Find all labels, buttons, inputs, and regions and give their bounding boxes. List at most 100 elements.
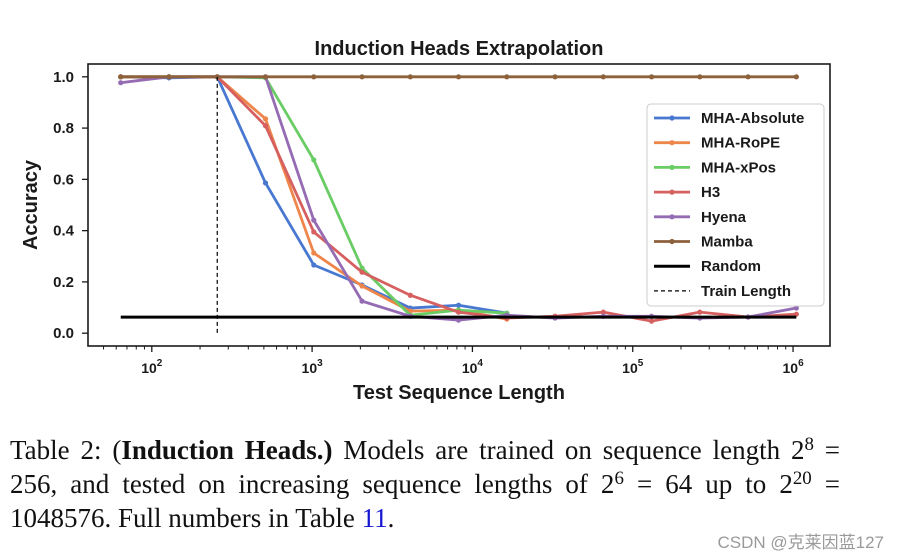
caption-text: Models are trained on sequence length 2: [343, 435, 805, 465]
data-point-mamba: [407, 74, 413, 80]
x-tick-exponent: 6: [798, 358, 804, 369]
data-point-mha-rope: [262, 116, 269, 122]
caption-term-close: .): [316, 435, 333, 465]
legend-label: Train Length: [701, 283, 791, 300]
data-point-mamba: [504, 74, 510, 80]
x-tick-base: 10: [622, 360, 638, 376]
caption-exponent: 6: [614, 467, 624, 489]
data-point-h3: [600, 309, 606, 315]
legend-entry: MHA-RoPE: [654, 135, 780, 152]
data-point-h3: [262, 123, 269, 129]
x-tick-label: 102: [141, 358, 163, 376]
legend-marker: [669, 164, 675, 170]
caption-equals: =: [824, 469, 841, 499]
data-point-hyena: [793, 305, 799, 311]
series-layer: [118, 74, 799, 324]
legend-box: [646, 103, 825, 307]
data-point-mha-absolute: [262, 180, 269, 186]
legend-label: Random: [701, 258, 761, 275]
legend-entry: MHA-Absolute: [654, 110, 804, 127]
y-tick-label: 0.6: [53, 171, 74, 188]
x-axis: 102 103 104 105 106: [103, 346, 804, 376]
data-point-h3: [793, 311, 799, 317]
series-line-mha-xpos: [119, 75, 509, 317]
data-point-mha-rope: [359, 283, 365, 289]
induction-heads-chart: Induction Heads Extrapolation 0.00.20.40…: [20, 38, 831, 404]
data-point-mamba: [552, 74, 558, 80]
x-tick-base: 10: [141, 360, 157, 376]
caption-term: Induction Heads: [121, 435, 317, 465]
legend-entry: MHA-xPos: [654, 159, 776, 176]
caption-text: 1048576. Full numbers in Table: [10, 503, 355, 533]
caption-label: Table 2:: [10, 435, 102, 465]
data-point-mamba: [745, 74, 751, 80]
plot-frame: [87, 63, 831, 347]
y-tick-label: 0.8: [53, 120, 74, 137]
caption-period: .: [387, 503, 395, 533]
caption-equals: =: [824, 435, 841, 465]
legend-entry: Train Length: [654, 283, 791, 300]
caption-line-2: 256, and tested on increasing sequence l…: [10, 467, 840, 501]
x-tick-exponent: 4: [477, 358, 483, 369]
x-tick-label: 106: [782, 358, 804, 376]
data-point-mamba: [648, 74, 655, 80]
caption-exponent: 8: [804, 433, 814, 455]
data-point-mamba: [697, 74, 703, 80]
reference-lines-layer: [120, 76, 797, 334]
legend-entry: H3: [654, 184, 720, 201]
legend-label: Hyena: [701, 209, 747, 226]
legend-label: Mamba: [701, 234, 753, 251]
legend-entry: Hyena: [654, 209, 747, 226]
data-point-mha-xpos: [311, 157, 317, 163]
legend-label: MHA-RoPE: [701, 135, 780, 152]
data-point-hyena: [455, 317, 462, 323]
x-tick-base: 10: [302, 360, 318, 376]
data-point-mamba: [600, 74, 606, 80]
y-tick-label: 0.2: [53, 274, 74, 291]
legend-label: MHA-Absolute: [701, 110, 804, 127]
x-tick-base: 10: [782, 360, 798, 376]
data-point-h3: [648, 318, 655, 324]
legend-entry: Mamba: [654, 234, 753, 251]
data-point-mamba: [793, 74, 799, 80]
data-point-mamba: [311, 74, 317, 80]
x-tick-exponent: 3: [317, 358, 323, 369]
data-point-h3: [697, 309, 703, 315]
legend-entry: Random: [654, 258, 761, 275]
caption-text: 256, and tested on increasing sequence l…: [10, 469, 615, 499]
data-point-mamba: [455, 74, 462, 80]
x-tick-exponent: 2: [157, 358, 163, 369]
x-tick-base: 10: [462, 360, 478, 376]
legend-marker: [669, 238, 675, 245]
x-tick-exponent: 5: [638, 358, 644, 369]
legend-label: H3: [701, 184, 720, 201]
series-line-mha-absolute: [119, 75, 509, 315]
data-point-mamba: [118, 74, 124, 80]
data-point-mamba: [166, 74, 172, 80]
caption-line-3: 1048576. Full numbers in Table 11.: [10, 501, 840, 535]
data-point-hyena: [118, 80, 124, 86]
y-tick-label: 1.0: [53, 69, 74, 86]
y-axis-label: Accuracy: [20, 159, 42, 250]
y-tick-label: 0.4: [53, 223, 75, 240]
data-point-h3: [311, 229, 317, 235]
x-axis-label: Test Sequence Length: [353, 382, 565, 404]
legend-marker: [669, 140, 675, 146]
data-point-h3: [407, 292, 413, 298]
legend-marker: [669, 115, 675, 121]
x-tick-label: 105: [622, 358, 644, 376]
data-point-mamba: [262, 74, 269, 80]
legend-marker: [669, 189, 675, 195]
data-point-h3: [359, 269, 365, 275]
x-tick-label: 104: [462, 358, 484, 376]
data-point-hyena: [359, 298, 365, 304]
caption-paren-open: (: [112, 435, 122, 465]
y-tick-label: 0.0: [53, 325, 74, 342]
data-point-mha-absolute: [455, 302, 462, 308]
caption-line-1: Table 2: (Induction Heads.) Models are t…: [10, 433, 840, 467]
y-axis: 0.0 0.2 0.4 0.6 0.8 1.0: [53, 69, 88, 342]
table-reference-link[interactable]: 11: [361, 503, 388, 533]
legend-marker: [669, 214, 675, 220]
x-tick-label: 103: [302, 358, 324, 376]
legend-label: MHA-xPos: [701, 159, 776, 176]
